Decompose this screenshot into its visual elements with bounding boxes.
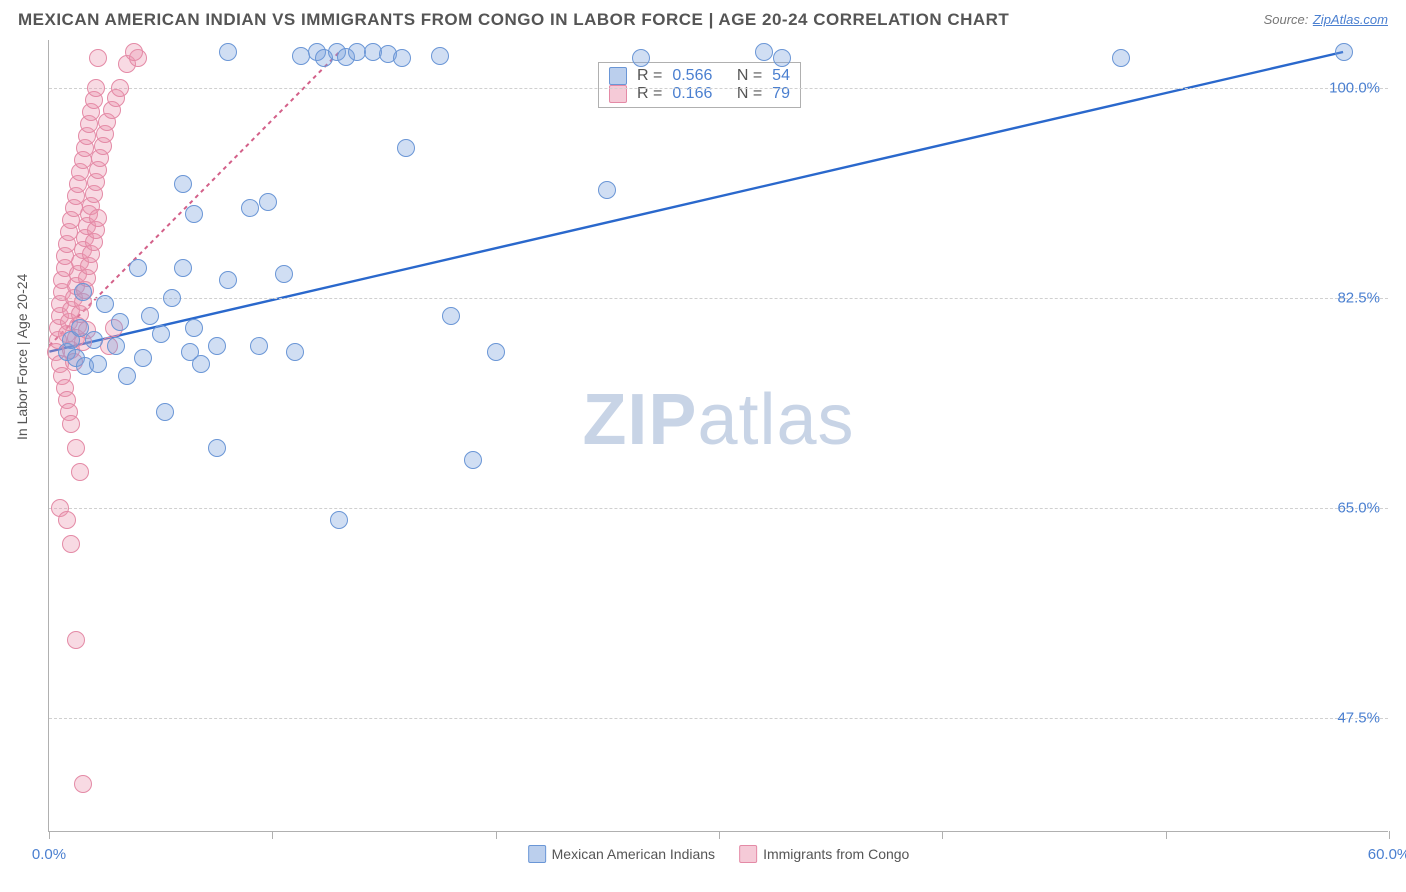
scatter-point-series-b (62, 415, 80, 433)
series-legend: Mexican American Indians Immigrants from… (528, 845, 910, 863)
scatter-point-series-a (74, 283, 92, 301)
gridline-horizontal (49, 508, 1388, 509)
x-tick-label: 60.0% (1368, 846, 1406, 863)
scatter-point-series-a (632, 49, 650, 67)
scatter-point-series-b (58, 511, 76, 529)
scatter-point-series-a (152, 325, 170, 343)
scatter-point-series-a (219, 271, 237, 289)
scatter-point-series-a (185, 319, 203, 337)
scatter-point-series-a (393, 49, 411, 67)
scatter-point-series-a (598, 181, 616, 199)
scatter-point-series-a (259, 193, 277, 211)
scatter-point-series-a (141, 307, 159, 325)
scatter-point-series-b (62, 535, 80, 553)
watermark: ZIPatlas (582, 379, 854, 461)
legend-label-b: Immigrants from Congo (763, 846, 909, 862)
scatter-point-series-a (241, 199, 259, 217)
legend-item-series-b: Immigrants from Congo (739, 845, 909, 863)
scatter-point-series-b (67, 439, 85, 457)
scatter-point-series-a (208, 439, 226, 457)
scatter-point-series-b (87, 79, 105, 97)
scatter-point-series-b (89, 49, 107, 67)
scatter-point-series-a (219, 43, 237, 61)
y-tick-label: 82.5% (1337, 290, 1380, 307)
y-tick-label: 47.5% (1337, 710, 1380, 727)
scatter-point-series-a (174, 175, 192, 193)
scatter-point-series-a (129, 259, 147, 277)
scatter-point-series-a (89, 355, 107, 373)
scatter-point-series-a (755, 43, 773, 61)
source-link[interactable]: ZipAtlas.com (1313, 12, 1388, 27)
source-attribution: Source: ZipAtlas.com (1264, 11, 1388, 29)
scatter-point-series-a (286, 343, 304, 361)
scatter-point-series-a (156, 403, 174, 421)
chart-plot-area: ZIPatlas R = 0.566 N = 54 R = 0.166 N = … (48, 40, 1388, 832)
gridline-horizontal (49, 298, 1388, 299)
scatter-point-series-a (1112, 49, 1130, 67)
scatter-point-series-b (71, 463, 89, 481)
scatter-point-series-a (397, 139, 415, 157)
x-tick-mark (272, 831, 273, 839)
legend-item-series-a: Mexican American Indians (528, 845, 715, 863)
scatter-point-series-a (107, 337, 125, 355)
x-tick-label: 0.0% (32, 846, 66, 863)
scatter-point-series-a (192, 355, 210, 373)
scatter-point-series-a (163, 289, 181, 307)
x-tick-mark (1389, 831, 1390, 839)
y-axis-label: In Labor Force | Age 20-24 (14, 274, 30, 440)
scatter-point-series-b (67, 631, 85, 649)
scatter-point-series-a (464, 451, 482, 469)
scatter-point-series-a (275, 265, 293, 283)
scatter-point-series-a (134, 349, 152, 367)
legend-row-series-a: R = 0.566 N = 54 (609, 67, 790, 85)
y-tick-label: 65.0% (1337, 500, 1380, 517)
scatter-point-series-a (487, 343, 505, 361)
source-label: Source: (1264, 12, 1309, 27)
scatter-point-series-a (442, 307, 460, 325)
x-tick-mark (942, 831, 943, 839)
legend-label-a: Mexican American Indians (552, 846, 715, 862)
gridline-horizontal (49, 88, 1388, 89)
scatter-point-series-a (1335, 43, 1353, 61)
chart-title: MEXICAN AMERICAN INDIAN VS IMMIGRANTS FR… (18, 10, 1009, 30)
scatter-point-series-a (85, 331, 103, 349)
correlation-legend-box: R = 0.566 N = 54 R = 0.166 N = 79 (598, 62, 801, 108)
x-tick-mark (49, 831, 50, 839)
scatter-point-series-a (185, 205, 203, 223)
legend-swatch-a (609, 67, 627, 85)
scatter-point-series-b (125, 43, 143, 61)
scatter-point-series-a (773, 49, 791, 67)
trend-lines-layer (49, 40, 1388, 831)
scatter-point-series-b (111, 79, 129, 97)
scatter-point-series-a (111, 313, 129, 331)
scatter-point-series-a (96, 295, 114, 313)
scatter-point-series-a (250, 337, 268, 355)
scatter-point-series-b (74, 775, 92, 793)
scatter-point-series-b (89, 209, 107, 227)
legend-swatch-a-bottom (528, 845, 546, 863)
x-tick-mark (1166, 831, 1167, 839)
scatter-point-series-a (431, 47, 449, 65)
scatter-point-series-a (174, 259, 192, 277)
x-tick-mark (496, 831, 497, 839)
legend-swatch-b-bottom (739, 845, 757, 863)
y-tick-label: 100.0% (1329, 80, 1380, 97)
x-tick-mark (719, 831, 720, 839)
gridline-horizontal (49, 718, 1388, 719)
scatter-point-series-a (208, 337, 226, 355)
scatter-point-series-a (330, 511, 348, 529)
scatter-point-series-a (118, 367, 136, 385)
